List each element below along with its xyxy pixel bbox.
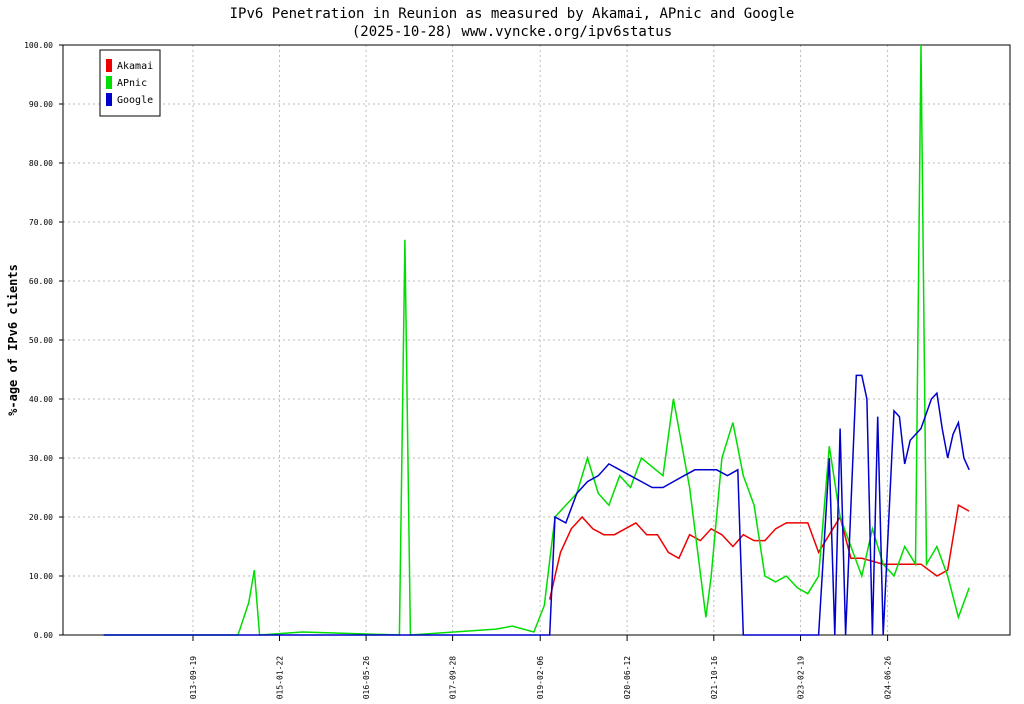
chart-title: IPv6 Penetration in Reunion as measured …: [230, 6, 795, 22]
x-tick-label: 2013-09-19: [189, 656, 198, 700]
x-tick-label: 2017-09-28: [449, 656, 458, 700]
y-tick-label: 0.00: [34, 631, 53, 640]
y-tick-label: 80.00: [29, 159, 53, 168]
y-axis-label: %-age of IPv6 clients: [6, 264, 20, 416]
series-line: [548, 504, 970, 600]
series-line: [103, 374, 970, 636]
y-tick-label: 10.00: [29, 572, 53, 581]
legend-swatch: [106, 59, 112, 72]
legend-swatch: [106, 76, 112, 89]
x-tick-label: 2019-02-06: [536, 656, 545, 700]
series-line: [103, 44, 970, 636]
y-tick-label: 50.00: [29, 336, 53, 345]
chart-subtitle: (2025-10-28) www.vyncke.org/ipv6status: [352, 24, 672, 40]
y-tick-label: 30.00: [29, 454, 53, 463]
legend-swatch: [106, 93, 112, 106]
y-tick-label: 60.00: [29, 277, 53, 286]
y-tick-label: 40.00: [29, 395, 53, 404]
legend-label: Google: [117, 95, 153, 106]
y-tick-label: 20.00: [29, 513, 53, 522]
legend-label: Akamai: [117, 61, 153, 72]
y-tick-label: 90.00: [29, 100, 53, 109]
y-tick-label: 70.00: [29, 218, 53, 227]
x-tick-label: 2020-06-12: [623, 656, 632, 700]
legend-label: APnic: [117, 78, 147, 89]
x-tick-label: 2021-10-16: [710, 656, 719, 700]
x-tick-label: 2023-02-19: [797, 656, 806, 700]
y-tick-label: 100.00: [24, 41, 53, 50]
x-tick-label: 2015-01-22: [276, 656, 285, 700]
x-tick-label: 2016-05-26: [362, 656, 371, 700]
x-tick-label: 2024-06-26: [884, 656, 893, 700]
